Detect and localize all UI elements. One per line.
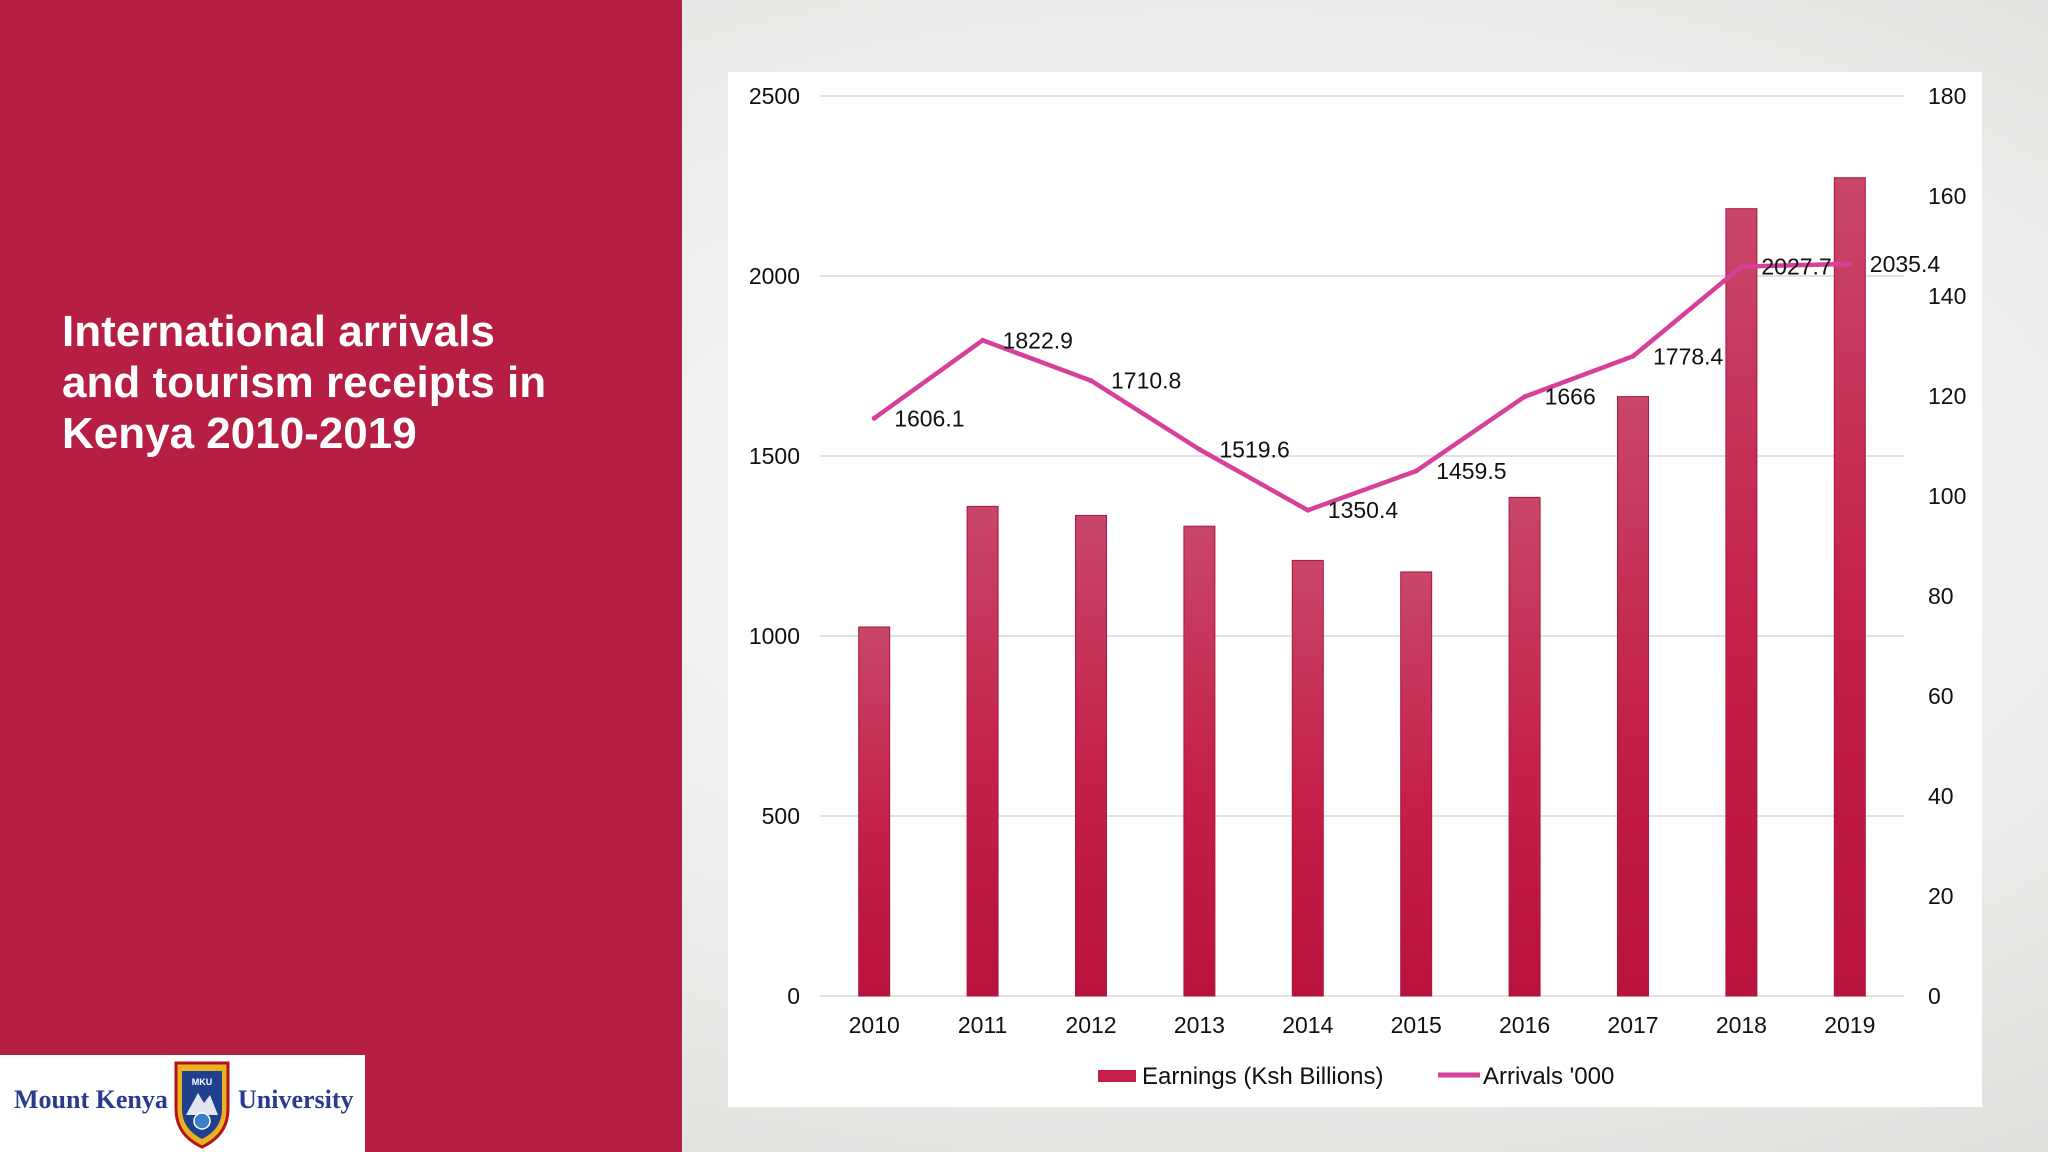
university-logo: Mount Kenya MKU University xyxy=(0,1055,365,1152)
arrivals-data-label: 2035.4 xyxy=(1870,251,1941,277)
arrivals-data-label: 1822.9 xyxy=(1003,327,1073,353)
arrivals-point-2015 xyxy=(1413,468,1419,474)
left-axis-ticks: 0 500 1000 1500 2000 2500 xyxy=(749,83,800,1009)
bar-earnings-2015 xyxy=(1400,571,1433,997)
title-line-2: and tourism receipts in xyxy=(62,358,547,407)
arrivals-data-label: 2027.7 xyxy=(1761,254,1831,280)
x-tick-label: 2018 xyxy=(1716,1012,1767,1038)
left-tick-label: 2000 xyxy=(749,263,800,289)
arrivals-data-label: 1778.4 xyxy=(1653,343,1724,369)
logo-text-mount-kenya: Mount Kenya xyxy=(14,1085,168,1114)
x-tick-label: 2011 xyxy=(958,1012,1007,1038)
arrivals-point-2016 xyxy=(1522,394,1528,400)
bar-earnings-2019 xyxy=(1833,177,1866,997)
bar-earnings-2014 xyxy=(1291,559,1324,997)
x-tick-label: 2012 xyxy=(1065,1012,1116,1038)
x-tick-label: 2017 xyxy=(1607,1012,1658,1038)
university-crest-icon: MKU xyxy=(174,1061,230,1149)
arrivals-line xyxy=(871,261,1853,513)
x-tick-label: 2019 xyxy=(1824,1012,1875,1038)
bar-earnings-2012 xyxy=(1075,514,1107,997)
bar-earnings-2017 xyxy=(1617,396,1649,997)
left-tick-label: 0 xyxy=(787,983,800,1009)
earnings-bars xyxy=(858,177,1866,997)
arrivals-point-2019 xyxy=(1847,261,1853,267)
chart-legend: Earnings (Ksh Billions) Arrivals '000 xyxy=(1098,1063,1614,1090)
arrivals-data-label: 1606.1 xyxy=(894,405,964,431)
right-tick-label: 0 xyxy=(1928,983,1941,1009)
arrivals-point-2011 xyxy=(980,337,986,343)
left-tick-label: 1500 xyxy=(749,443,800,469)
title-panel: International arrivals and tourism recei… xyxy=(0,0,682,1152)
crest-text: MKU xyxy=(192,1077,213,1087)
right-tick-label: 180 xyxy=(1928,83,1966,109)
legend-label-earnings: Earnings (Ksh Billions) xyxy=(1142,1063,1383,1090)
arrivals-data-label: 1459.5 xyxy=(1436,458,1506,484)
bar-earnings-2016 xyxy=(1508,496,1541,997)
left-tick-label: 1000 xyxy=(749,623,800,649)
x-tick-label: 2015 xyxy=(1391,1012,1442,1038)
right-tick-label: 120 xyxy=(1928,383,1966,409)
bar-earnings-2013 xyxy=(1183,525,1216,997)
right-tick-label: 40 xyxy=(1928,783,1954,809)
title-line-1: International arrivals xyxy=(62,307,495,356)
left-tick-label: 500 xyxy=(762,803,800,829)
arrivals-point-2018 xyxy=(1738,264,1744,270)
arrivals-data-labels: 1606.1 1822.9 1710.8 1519.6 1350.4 1459.5 1666… xyxy=(894,251,1940,523)
right-tick-label: 80 xyxy=(1928,583,1954,609)
title-line-3: Kenya 2010-2019 xyxy=(62,409,417,458)
x-axis-ticks: 2010 2011 2012 2013 2014 2015 2016 2017 2018 2019 xyxy=(849,1012,1876,1038)
x-tick-label: 2016 xyxy=(1499,1012,1550,1038)
arrivals-point-2010 xyxy=(871,415,877,421)
arrivals-polyline xyxy=(872,261,1850,513)
right-tick-label: 100 xyxy=(1928,483,1966,509)
arrivals-point-2013 xyxy=(1196,446,1202,452)
arrivals-point-2012 xyxy=(1088,378,1094,384)
chart-card: 0 500 1000 1500 2000 2500 0 20 40 60 80 100 120 140 1… xyxy=(728,72,1982,1107)
legend-label-arrivals: Arrivals '000 xyxy=(1483,1063,1614,1090)
legend-swatch-earnings xyxy=(1098,1070,1136,1082)
arrivals-point-2017 xyxy=(1630,353,1636,359)
logo-text-university: University xyxy=(238,1085,354,1114)
slide-title: International arrivals and tourism recei… xyxy=(62,306,662,459)
right-tick-label: 60 xyxy=(1928,683,1954,709)
bar-earnings-2011 xyxy=(966,505,999,997)
arrivals-data-label: 1350.4 xyxy=(1328,497,1399,523)
arrivals-point-2014 xyxy=(1305,507,1311,513)
right-axis-ticks: 0 20 40 60 80 100 120 140 160 180 xyxy=(1928,83,1966,1009)
arrivals-data-label: 1710.8 xyxy=(1111,368,1181,394)
left-tick-label: 2500 xyxy=(749,83,800,109)
bar-earnings-2018 xyxy=(1725,208,1758,997)
arrivals-data-label: 1666 xyxy=(1545,384,1596,410)
arrivals-data-label: 1519.6 xyxy=(1219,436,1289,462)
x-tick-label: 2013 xyxy=(1174,1012,1225,1038)
gridlines xyxy=(820,95,1904,997)
x-tick-label: 2010 xyxy=(849,1012,900,1038)
right-tick-label: 20 xyxy=(1928,883,1954,909)
x-tick-label: 2014 xyxy=(1282,1012,1333,1038)
bar-earnings-2010 xyxy=(858,626,891,997)
right-tick-label: 160 xyxy=(1928,183,1966,209)
right-tick-label: 140 xyxy=(1928,283,1966,309)
